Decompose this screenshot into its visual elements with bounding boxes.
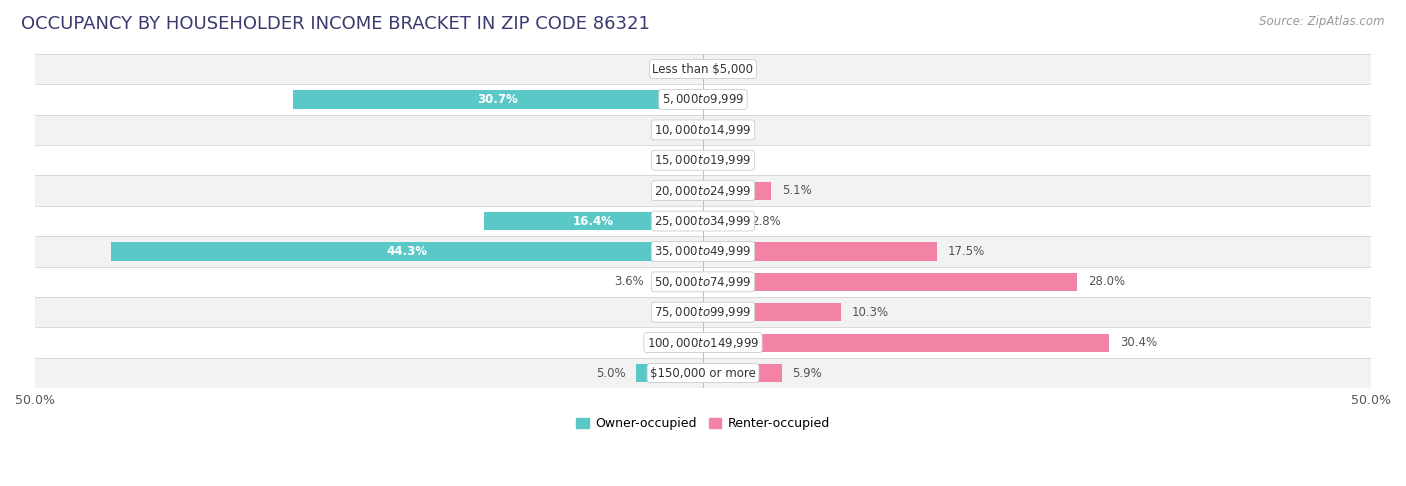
Bar: [35, 115, 1371, 145]
Text: $5,000 to $9,999: $5,000 to $9,999: [662, 92, 744, 106]
Bar: [35, 206, 1371, 236]
Bar: [35, 267, 1371, 297]
Bar: [35, 297, 1371, 328]
Bar: [111, 243, 703, 260]
Text: Source: ZipAtlas.com: Source: ZipAtlas.com: [1260, 15, 1385, 28]
Text: $25,000 to $34,999: $25,000 to $34,999: [654, 214, 752, 228]
Text: 0.0%: 0.0%: [662, 336, 692, 349]
Bar: [35, 54, 1371, 84]
Legend: Owner-occupied, Renter-occupied: Owner-occupied, Renter-occupied: [571, 413, 835, 435]
Text: $35,000 to $49,999: $35,000 to $49,999: [654, 244, 752, 259]
Text: $15,000 to $19,999: $15,000 to $19,999: [654, 153, 752, 167]
Text: 17.5%: 17.5%: [948, 245, 984, 258]
Text: 0.0%: 0.0%: [662, 123, 692, 137]
Bar: [35, 84, 1371, 115]
Text: $100,000 to $149,999: $100,000 to $149,999: [647, 336, 759, 349]
Bar: [703, 182, 770, 200]
Bar: [35, 145, 1371, 175]
Text: $150,000 or more: $150,000 or more: [650, 366, 756, 380]
Text: 30.7%: 30.7%: [478, 93, 519, 106]
Text: 5.1%: 5.1%: [782, 184, 811, 197]
Bar: [703, 333, 1109, 352]
Bar: [703, 243, 936, 260]
Bar: [35, 175, 1371, 206]
Text: 0.0%: 0.0%: [662, 306, 692, 319]
Text: $20,000 to $24,999: $20,000 to $24,999: [654, 184, 752, 198]
Bar: [703, 303, 841, 321]
Text: 5.0%: 5.0%: [596, 366, 626, 380]
Text: 0.0%: 0.0%: [714, 63, 744, 76]
Text: 2.8%: 2.8%: [751, 214, 780, 227]
Text: 0.0%: 0.0%: [662, 63, 692, 76]
Bar: [35, 328, 1371, 358]
Text: 0.0%: 0.0%: [714, 93, 744, 106]
Bar: [703, 273, 1077, 291]
Text: 5.9%: 5.9%: [793, 366, 823, 380]
Text: 0.0%: 0.0%: [714, 154, 744, 167]
Bar: [636, 364, 703, 382]
Bar: [35, 358, 1371, 388]
Text: 0.0%: 0.0%: [714, 123, 744, 137]
Text: OCCUPANCY BY HOUSEHOLDER INCOME BRACKET IN ZIP CODE 86321: OCCUPANCY BY HOUSEHOLDER INCOME BRACKET …: [21, 15, 650, 33]
Text: $50,000 to $74,999: $50,000 to $74,999: [654, 275, 752, 289]
Bar: [484, 212, 703, 230]
Text: $10,000 to $14,999: $10,000 to $14,999: [654, 123, 752, 137]
Bar: [35, 236, 1371, 267]
Text: $75,000 to $99,999: $75,000 to $99,999: [654, 305, 752, 319]
Bar: [703, 212, 741, 230]
Text: Less than $5,000: Less than $5,000: [652, 63, 754, 76]
Text: 3.6%: 3.6%: [614, 276, 644, 288]
Text: 10.3%: 10.3%: [851, 306, 889, 319]
Text: 28.0%: 28.0%: [1088, 276, 1125, 288]
Bar: [703, 364, 782, 382]
Text: 16.4%: 16.4%: [574, 214, 614, 227]
Text: 0.0%: 0.0%: [662, 154, 692, 167]
Text: 30.4%: 30.4%: [1119, 336, 1157, 349]
Text: 44.3%: 44.3%: [387, 245, 427, 258]
Bar: [655, 273, 703, 291]
Text: 0.0%: 0.0%: [662, 184, 692, 197]
Bar: [292, 90, 703, 108]
